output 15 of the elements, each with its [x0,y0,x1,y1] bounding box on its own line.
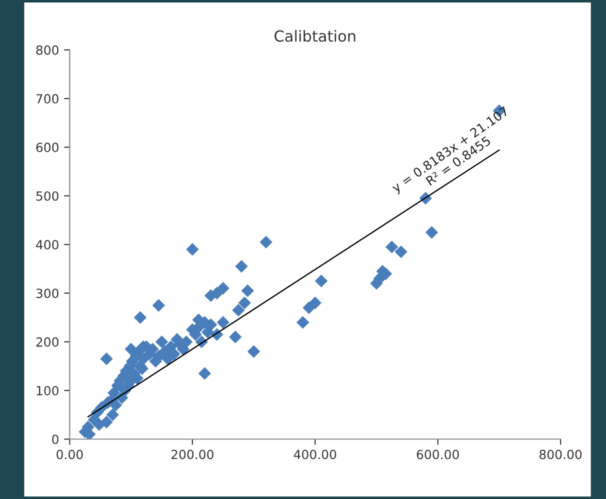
y-tick-label: 300 [36,288,58,298]
y-tick-label: 100 [36,386,58,396]
y-tick-label: 400 [36,240,58,250]
x-tick-label: 400.00 [294,450,336,460]
y-tick-label: 200 [36,337,58,347]
x-tick-label: 200.00 [171,450,214,460]
y-tick-label: 500 [36,191,58,201]
x-tick-label: 600.00 [416,450,459,460]
y-tick-label: 0 [52,434,58,444]
chart-title: Calibtation [274,30,356,42]
x-tick-label: 0.00 [56,450,83,460]
y-tick-label: 800 [36,45,58,55]
y-tick-label: 600 [36,142,58,152]
x-tick-label: 800.00 [540,450,582,460]
y-tick-label: 700 [36,94,58,104]
